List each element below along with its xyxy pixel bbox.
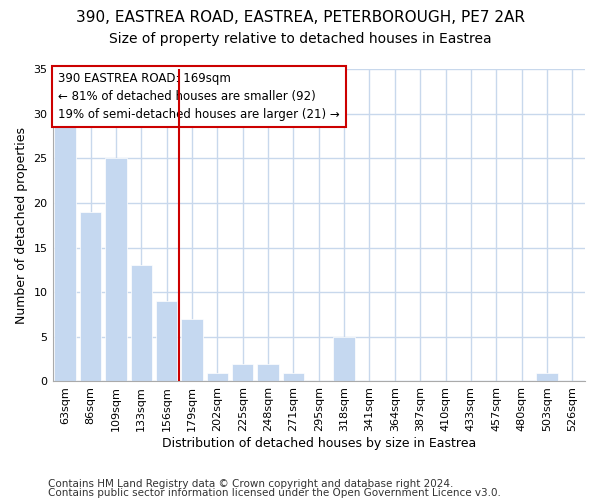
- Bar: [257, 364, 279, 382]
- Bar: [536, 372, 558, 382]
- X-axis label: Distribution of detached houses by size in Eastrea: Distribution of detached houses by size …: [161, 437, 476, 450]
- Bar: [55, 122, 76, 382]
- Bar: [80, 212, 101, 382]
- Text: 390 EASTREA ROAD: 169sqm
← 81% of detached houses are smaller (92)
19% of semi-d: 390 EASTREA ROAD: 169sqm ← 81% of detach…: [58, 72, 340, 121]
- Bar: [105, 158, 127, 382]
- Bar: [283, 372, 304, 382]
- Y-axis label: Number of detached properties: Number of detached properties: [15, 126, 28, 324]
- Bar: [206, 372, 228, 382]
- Bar: [156, 301, 178, 382]
- Bar: [334, 337, 355, 382]
- Text: Contains HM Land Registry data © Crown copyright and database right 2024.: Contains HM Land Registry data © Crown c…: [48, 479, 454, 489]
- Bar: [131, 266, 152, 382]
- Text: 390, EASTREA ROAD, EASTREA, PETERBOROUGH, PE7 2AR: 390, EASTREA ROAD, EASTREA, PETERBOROUGH…: [76, 10, 524, 25]
- Bar: [232, 364, 253, 382]
- Text: Contains public sector information licensed under the Open Government Licence v3: Contains public sector information licen…: [48, 488, 501, 498]
- Bar: [181, 319, 203, 382]
- Text: Size of property relative to detached houses in Eastrea: Size of property relative to detached ho…: [109, 32, 491, 46]
